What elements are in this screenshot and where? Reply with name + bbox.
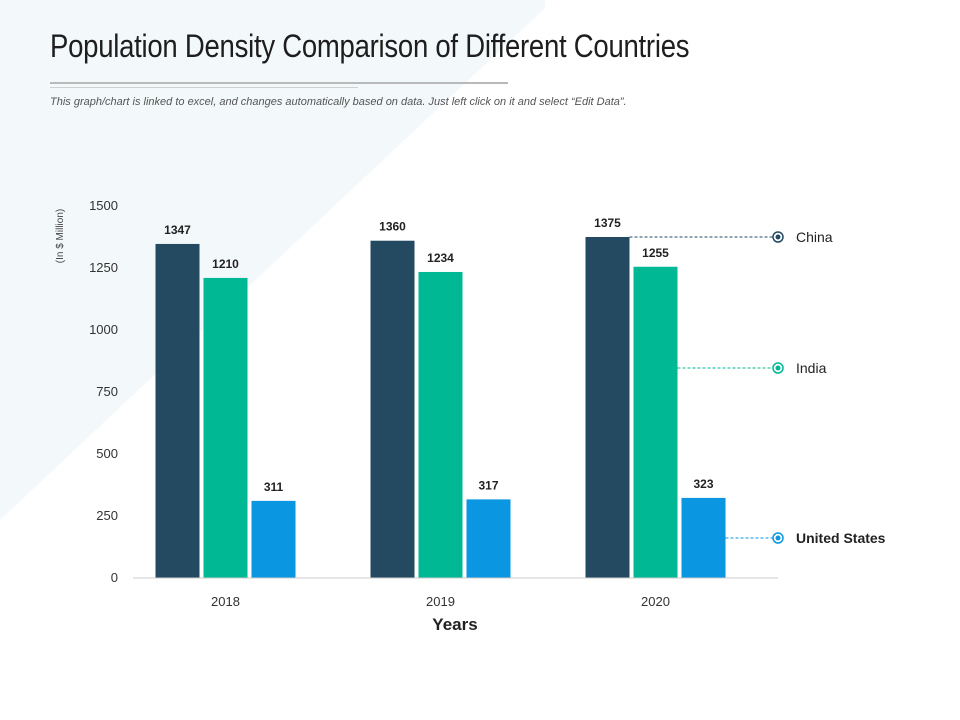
- y-tick-label: 1000: [89, 322, 118, 337]
- y-tick-label: 1250: [89, 260, 118, 275]
- legend-marker-dot: [775, 535, 781, 541]
- legend-label: India: [796, 360, 827, 376]
- bar-united-states-2019: [466, 499, 511, 578]
- bar-china-2019: [370, 240, 415, 578]
- bar-united-states-2020: [681, 497, 726, 578]
- x-axis-label: Years: [432, 615, 477, 634]
- data-label: 311: [264, 480, 284, 494]
- legend-marker-dot: [775, 234, 781, 240]
- bar-china-2018: [155, 243, 200, 578]
- y-tick-label: 750: [96, 384, 118, 399]
- legend: China India United States: [629, 229, 886, 546]
- x-tick-label: 2018: [211, 594, 240, 609]
- data-label: 323: [693, 477, 713, 491]
- data-label: 1210: [212, 257, 239, 271]
- title-underline: [50, 82, 508, 84]
- page-subtitle: This graph/chart is linked to excel, and…: [50, 96, 627, 108]
- x-tick-label: 2020: [641, 594, 670, 609]
- page-title: Population Density Comparison of Differe…: [50, 28, 690, 64]
- title-underline-secondary: [50, 87, 358, 88]
- y-tick-label: 0: [111, 570, 118, 585]
- data-labels: 1347 1210 311 1360 1234 317 1375 1255 323: [164, 216, 714, 494]
- x-axis: 2018 2019 2020: [133, 577, 778, 609]
- bar-india-2019: [418, 271, 463, 578]
- data-label: 317: [478, 478, 498, 492]
- bar-india-2018: [203, 277, 248, 578]
- legend-marker-dot: [775, 365, 781, 371]
- bar-india-2020: [633, 266, 678, 578]
- y-tick-label: 250: [96, 508, 118, 523]
- legend-label: China: [796, 229, 833, 245]
- legend-label: United States: [796, 530, 886, 546]
- x-tick-label: 2019: [426, 594, 455, 609]
- data-label: 1347: [164, 223, 191, 237]
- data-label: 1255: [642, 246, 669, 260]
- data-label: 1375: [594, 216, 621, 230]
- bar-united-states-2018: [251, 500, 296, 578]
- bar-china-2020: [585, 237, 630, 578]
- bars: [155, 237, 726, 578]
- y-axis-label: (In $ Million): [55, 209, 66, 263]
- data-label: 1360: [379, 220, 406, 234]
- y-tick-label: 500: [96, 446, 118, 461]
- y-tick-label: 1500: [89, 198, 118, 213]
- data-label: 1234: [427, 251, 454, 265]
- y-axis: 0 250 500 750 1000 1250 1500: [89, 198, 118, 585]
